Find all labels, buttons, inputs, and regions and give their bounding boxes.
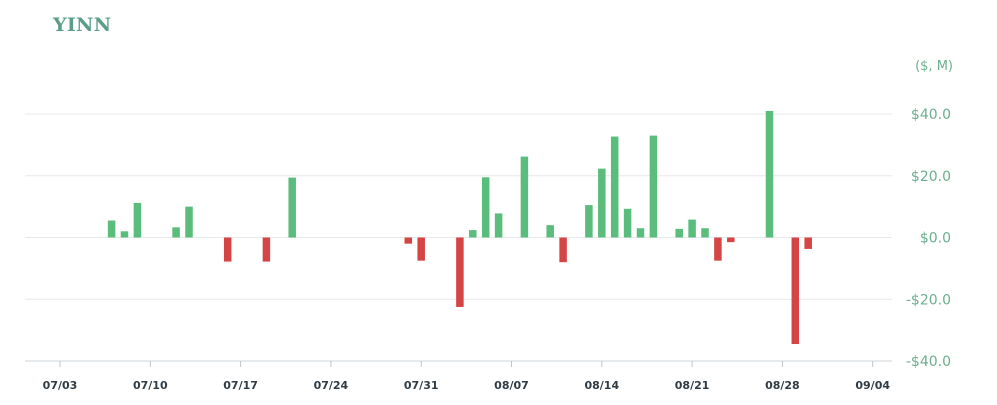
x-tick-label-8: 08/28 bbox=[765, 379, 800, 392]
x-tick-label-4: 07/31 bbox=[404, 379, 439, 392]
bar-3 bbox=[172, 227, 180, 238]
x-tick-label-0: 07/03 bbox=[43, 379, 78, 392]
y-tick-label-3: -$20.0 bbox=[906, 292, 951, 308]
bar-9 bbox=[417, 237, 425, 261]
y-tick-label-1: $20.0 bbox=[911, 169, 951, 185]
bar-0 bbox=[107, 220, 116, 238]
bar-27 bbox=[727, 237, 735, 243]
x-tick-label-2: 07/17 bbox=[223, 379, 258, 392]
bar-29 bbox=[791, 237, 800, 345]
x-tick-label-7: 08/21 bbox=[675, 379, 710, 392]
unit-label: ($, M) bbox=[915, 59, 953, 74]
bar-16 bbox=[559, 237, 567, 263]
bar-18 bbox=[598, 168, 606, 238]
y-tick-label-2: $0.0 bbox=[920, 231, 951, 247]
bar-11 bbox=[469, 230, 477, 238]
x-tick-label-9: 09/04 bbox=[855, 379, 890, 392]
bar-8 bbox=[404, 237, 413, 244]
bar-13 bbox=[494, 213, 503, 238]
bar-26 bbox=[714, 237, 722, 261]
y-tick-label-0: $40.0 bbox=[911, 107, 951, 123]
bar-20 bbox=[623, 208, 632, 238]
chart-title: YINN bbox=[53, 14, 112, 36]
x-tick-label-5: 08/07 bbox=[494, 379, 529, 392]
bar-24 bbox=[688, 219, 696, 238]
bar-15 bbox=[546, 225, 554, 238]
bar-12 bbox=[481, 177, 490, 238]
x-tick-label-3: 07/24 bbox=[314, 379, 349, 392]
x-tick-label-6: 08/14 bbox=[584, 379, 619, 392]
bar-17 bbox=[585, 205, 593, 238]
bar-6 bbox=[262, 237, 271, 262]
bar-14 bbox=[520, 156, 529, 238]
bar-23 bbox=[675, 228, 683, 238]
x-tick-label-1: 07/10 bbox=[133, 379, 168, 392]
bar-21 bbox=[636, 228, 645, 238]
bars bbox=[107, 110, 812, 345]
bar-30 bbox=[804, 237, 812, 249]
bar-2 bbox=[133, 202, 142, 238]
x-axis bbox=[59, 361, 874, 367]
bar-5 bbox=[223, 237, 232, 262]
y-tick-label-4: -$40.0 bbox=[906, 354, 951, 370]
bar-7 bbox=[288, 177, 296, 238]
bar-1 bbox=[120, 231, 129, 238]
bar-25 bbox=[701, 228, 709, 238]
bar-28 bbox=[765, 110, 774, 238]
bar-22 bbox=[649, 135, 658, 238]
axis-labels: $40.0 $20.0 $0.0 -$20.0 -$40.0 ($, M) 07/03 07/… bbox=[43, 59, 953, 392]
bar-19 bbox=[610, 136, 619, 238]
bar-10 bbox=[456, 237, 464, 307]
bar-4 bbox=[185, 206, 193, 238]
